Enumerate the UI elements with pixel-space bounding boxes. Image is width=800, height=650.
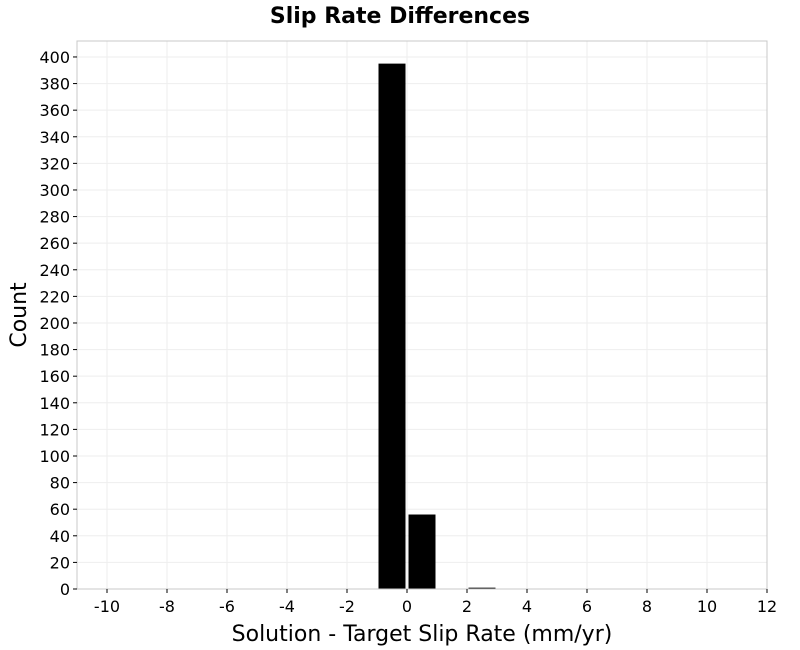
y-axis-label: Count — [7, 282, 32, 348]
histogram-bar — [378, 63, 406, 590]
bars — [378, 63, 496, 590]
y-tick-label: 40 — [50, 527, 70, 546]
y-tick-label: 180 — [39, 341, 70, 360]
x-axis-label: Solution - Target Slip Rate (mm/yr) — [232, 622, 613, 647]
y-tick-label: 320 — [39, 154, 70, 173]
x-tick-label: -6 — [219, 597, 235, 616]
x-tick-label: 12 — [757, 597, 777, 616]
x-tick-label: 0 — [402, 597, 412, 616]
y-tick-label: 340 — [39, 128, 70, 147]
y-tick-label: 160 — [39, 367, 70, 386]
y-tick-label: 240 — [39, 261, 70, 280]
y-tick-label: 200 — [39, 314, 70, 333]
x-tick-label: 2 — [462, 597, 472, 616]
plot-frame — [76, 40, 768, 590]
y-tick-label: 20 — [50, 553, 70, 572]
y-tick-label: 140 — [39, 394, 70, 413]
chart-title: Slip Rate Differences — [270, 4, 530, 29]
x-tick-label: -4 — [279, 597, 295, 616]
y-tick-label: 260 — [39, 234, 70, 253]
grid — [77, 41, 767, 589]
y-tick-label: 380 — [39, 75, 70, 94]
histogram-bar — [468, 587, 496, 589]
x-tick-label: 8 — [642, 597, 652, 616]
y-tick-label: 120 — [39, 420, 70, 439]
y-tick-label: 280 — [39, 208, 70, 227]
x-tick-label: -2 — [339, 597, 355, 616]
histogram-bar — [408, 514, 436, 589]
y-tick-label: 360 — [39, 101, 70, 120]
y-tick-label: 80 — [50, 474, 70, 493]
x-tick-label: -8 — [159, 597, 175, 616]
x-axis-ticks: -10 -8 -6 -4 -2 0 2 4 6 8 10 12 — [94, 589, 777, 616]
y-tick-label: 0 — [60, 580, 70, 599]
y-axis-ticks: 0 20 40 60 80 100 120 140 160 180 200 220 240 260 280 3… — [39, 48, 77, 599]
y-tick-label: 400 — [39, 48, 70, 67]
x-tick-label: 6 — [582, 597, 592, 616]
y-tick-label: 60 — [50, 500, 70, 519]
y-tick-label: 220 — [39, 287, 70, 306]
x-tick-label: 10 — [697, 597, 717, 616]
x-tick-label: 4 — [522, 597, 532, 616]
y-tick-label: 300 — [39, 181, 70, 200]
x-tick-label: -10 — [94, 597, 120, 616]
y-tick-label: 100 — [39, 447, 70, 466]
